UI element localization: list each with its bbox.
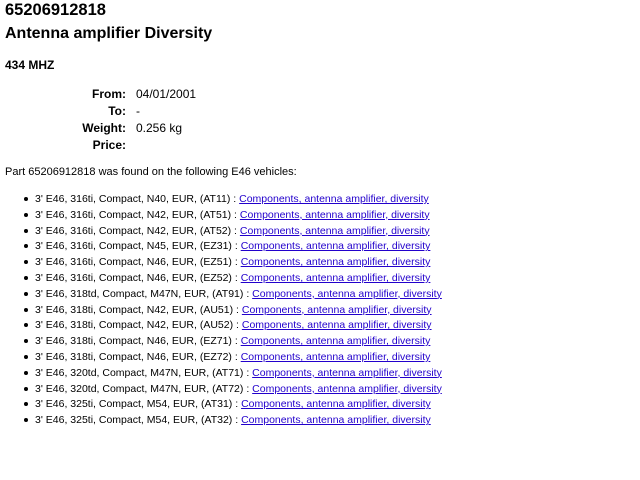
vehicle-list-item: 3' E46, 316ti, Compact, N40, EUR, (AT11)…: [0, 192, 442, 208]
vehicle-list-item: 3' E46, 316ti, Compact, N42, EUR, (AT51)…: [0, 208, 442, 224]
from-label: From:: [92, 87, 126, 101]
component-link[interactable]: Components, antenna amplifier, diversity: [240, 350, 431, 363]
vehicle-model: 3' E46, 320td, Compact, M47N, EUR, (AT71…: [35, 366, 250, 379]
weight-label: Weight:: [82, 121, 126, 135]
component-link[interactable]: Components, antenna amplifier, diversity: [252, 366, 442, 379]
vehicle-model: 3' E46, 316ti, Compact, N46, EUR, (EZ51)…: [35, 256, 238, 269]
found-on-text: Part 65206912818 was found on the follow…: [5, 166, 297, 178]
vehicle-list-item: 3' E46, 316ti, Compact, N42, EUR, (AT52)…: [0, 224, 442, 240]
vehicle-list-item: 3' E46, 325ti, Compact, M54, EUR, (AT31)…: [0, 397, 442, 413]
vehicle-list-item: 3' E46, 320td, Compact, M47N, EUR, (AT71…: [0, 366, 442, 382]
part-number: 65206912818: [5, 1, 106, 19]
vehicle-list-item: 3' E46, 325ti, Compact, M54, EUR, (AT32)…: [0, 413, 442, 429]
vehicle-list-item: 3' E46, 316ti, Compact, N45, EUR, (EZ31)…: [0, 239, 442, 255]
component-link[interactable]: Components, antenna amplifier, diversity: [241, 414, 431, 427]
to-value: -: [136, 104, 140, 118]
vehicle-list-item: 3' E46, 316ti, Compact, N46, EUR, (EZ52)…: [0, 271, 442, 287]
vehicle-model: 3' E46, 325ti, Compact, M54, EUR, (AT31)…: [35, 398, 239, 411]
vehicle-list-item: 3' E46, 316ti, Compact, N46, EUR, (EZ51)…: [0, 255, 442, 271]
vehicle-model: 3' E46, 320td, Compact, M47N, EUR, (AT72…: [35, 382, 250, 395]
component-link[interactable]: Components, antenna amplifier, diversity: [241, 398, 431, 411]
vehicle-model: 3' E46, 318ti, Compact, N42, EUR, (AU51)…: [35, 303, 239, 316]
vehicle-model: 3' E46, 318td, Compact, M47N, EUR, (AT91…: [35, 287, 250, 300]
component-link[interactable]: Components, antenna amplifier, diversity: [240, 240, 431, 253]
vehicle-model: 3' E46, 316ti, Compact, N42, EUR, (AT51)…: [35, 208, 237, 221]
vehicle-model: 3' E46, 318ti, Compact, N46, EUR, (EZ71)…: [35, 335, 238, 348]
component-link[interactable]: Components, antenna amplifier, diversity: [241, 319, 432, 332]
vehicle-list-item: 3' E46, 318ti, Compact, N42, EUR, (AU51)…: [0, 303, 442, 319]
part-name: Antenna amplifier Diversity: [5, 25, 213, 42]
part-description: 434 MHZ: [5, 58, 55, 72]
to-label: To:: [108, 104, 126, 118]
component-link[interactable]: Components, antenna amplifier, diversity: [239, 193, 429, 205]
vehicle-model: 3' E46, 316ti, Compact, N40, EUR, (AT11)…: [35, 193, 237, 205]
vehicle-model: 3' E46, 318ti, Compact, N46, EUR, (EZ72)…: [35, 350, 238, 363]
component-link[interactable]: Components, antenna amplifier, diversity: [239, 208, 430, 221]
vehicle-model: 3' E46, 318ti, Compact, N42, EUR, (AU52)…: [35, 319, 239, 332]
component-link[interactable]: Components, antenna amplifier, diversity: [240, 335, 431, 348]
component-link[interactable]: Components, antenna amplifier, diversity: [241, 303, 432, 316]
vehicle-list-item: 3' E46, 318ti, Compact, N46, EUR, (EZ72)…: [0, 350, 442, 366]
vehicle-list: 3' E46, 316ti, Compact, N40, EUR, (AT11)…: [0, 192, 442, 429]
weight-value: 0.256 kg: [136, 121, 183, 135]
component-link[interactable]: Components, antenna amplifier, diversity: [240, 271, 431, 284]
vehicle-model: 3' E46, 325ti, Compact, M54, EUR, (AT32)…: [35, 414, 239, 427]
component-link[interactable]: Components, antenna amplifier, diversity: [240, 256, 431, 269]
price-label: Price:: [92, 138, 126, 152]
vehicle-list-item: 3' E46, 320td, Compact, M47N, EUR, (AT72…: [0, 382, 442, 398]
component-link[interactable]: Components, antenna amplifier, diversity: [239, 224, 430, 237]
vehicle-list-item: 3' E46, 318ti, Compact, N46, EUR, (EZ71)…: [0, 334, 442, 350]
vehicle-model: 3' E46, 316ti, Compact, N45, EUR, (EZ31)…: [35, 240, 238, 253]
vehicle-list-item: 3' E46, 318td, Compact, M47N, EUR, (AT91…: [0, 287, 442, 303]
component-link[interactable]: Components, antenna amplifier, diversity: [252, 287, 442, 300]
from-value: 04/01/2001: [136, 87, 197, 101]
vehicle-model: 3' E46, 316ti, Compact, N42, EUR, (AT52)…: [35, 224, 237, 237]
vehicle-model: 3' E46, 316ti, Compact, N46, EUR, (EZ52)…: [35, 271, 238, 284]
vehicle-list-item: 3' E46, 318ti, Compact, N42, EUR, (AU52)…: [0, 318, 442, 334]
component-link[interactable]: Components, antenna amplifier, diversity: [252, 382, 442, 395]
